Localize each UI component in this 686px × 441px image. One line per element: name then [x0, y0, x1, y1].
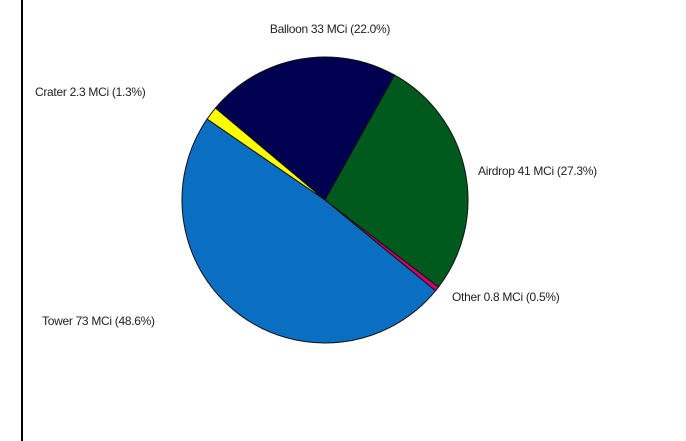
pie-slice: [214, 56, 396, 201]
slice-name: Crater: [35, 85, 67, 99]
pie-slice: [181, 118, 437, 344]
slice-label: Airdrop 41 MCi (27.3%): [478, 164, 597, 178]
slice-label: Balloon 33 MCi (22.0%): [270, 22, 390, 36]
slice-name: Airdrop: [478, 164, 515, 178]
slice-label: Crater 2.3 MCi (1.3%): [35, 85, 146, 99]
slice-value: 33 MCi (22.0%): [311, 22, 390, 36]
slice-value: 41 MCi (27.3%): [518, 164, 597, 178]
slice-labels: Balloon 33 MCi (22.0%) Airdrop 41 MCi (27…: [35, 22, 597, 328]
slice-name: Tower: [42, 314, 73, 328]
slice-label: Tower 73 MCi (48.6%): [42, 314, 155, 328]
slice-label: Other 0.8 MCi (0.5%): [452, 290, 560, 304]
slice-value: 0.8 MCi (0.5%): [484, 290, 560, 304]
pie: [181, 56, 469, 344]
pie-slice: [324, 74, 469, 288]
slice-name: Balloon: [270, 22, 308, 36]
slice-name: Other: [452, 290, 481, 304]
slice-value: 73 MCi (48.6%): [76, 314, 155, 328]
slice-value: 2.3 MCi (1.3%): [70, 85, 146, 99]
pie-slice: [206, 107, 326, 201]
